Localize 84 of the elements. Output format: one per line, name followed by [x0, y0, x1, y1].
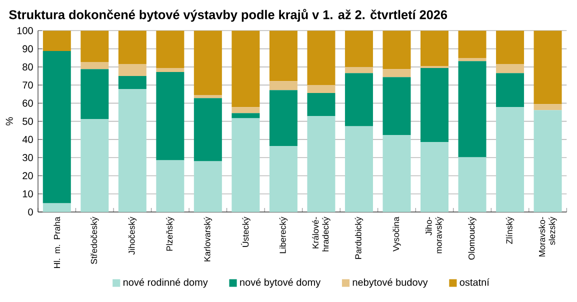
bar — [194, 95, 222, 98]
x-tick-label: Vysočina — [392, 216, 401, 252]
legend-label: nové rodinné domy — [124, 278, 208, 288]
x-tick-label: Králové-hradecký — [312, 216, 330, 252]
x-tick-label: Liberecký — [279, 216, 288, 254]
bar — [232, 30, 260, 108]
y-tick-label: 50 — [22, 118, 33, 125]
y-tick-label: 60 — [22, 100, 33, 107]
bar — [156, 72, 184, 160]
x-tick-label: Moravsko-slezský — [538, 216, 557, 256]
x-tick-label: Jihočeský — [128, 216, 137, 255]
bar — [307, 93, 336, 116]
bar — [496, 107, 524, 212]
y-axis-title: % — [6, 117, 13, 126]
bar — [344, 67, 373, 74]
bar — [307, 30, 336, 86]
bar — [80, 62, 109, 70]
x-tick-label: Olomoucký — [468, 216, 476, 260]
bar — [382, 135, 411, 212]
bar — [42, 30, 71, 51]
bar — [156, 68, 184, 72]
bar — [344, 126, 373, 212]
bar — [269, 90, 298, 146]
bar — [496, 64, 524, 74]
bar — [80, 69, 109, 120]
bar — [232, 118, 260, 212]
x-tick-label: Jiho-moravský — [425, 216, 444, 254]
bar — [80, 119, 109, 212]
y-tick-label: 10 — [22, 190, 33, 198]
bar — [307, 116, 336, 212]
x-tick-label: Hl. m. Praha — [54, 216, 60, 268]
bar — [232, 113, 260, 118]
bar — [382, 30, 411, 70]
y-tick-label: 0 — [28, 208, 33, 216]
bar — [420, 142, 448, 212]
bar — [194, 30, 222, 96]
bar — [269, 81, 298, 90]
y-tick-label: 20 — [22, 172, 33, 180]
bar — [118, 89, 146, 212]
bar — [80, 30, 109, 62]
bar — [458, 30, 486, 58]
x-tick-label: Karlovarský — [204, 216, 212, 262]
bar — [458, 61, 486, 158]
bar — [344, 73, 373, 126]
legend-label: nebytové budovy — [352, 278, 428, 288]
legend-label: nové bytové domy — [240, 278, 321, 288]
bar — [232, 107, 260, 114]
x-tick-label: Zlínský — [506, 216, 514, 244]
bar — [42, 50, 71, 204]
y-tick-label: 100 — [17, 27, 33, 34]
bar — [194, 98, 222, 162]
bar — [496, 73, 524, 108]
chart-title: Struktura dokončené bytové výstavby podle krajů v 1. až 2. čtvrtletí 2026 — [9, 8, 448, 22]
bar — [458, 157, 486, 212]
bar — [496, 30, 524, 64]
bar — [420, 68, 448, 142]
bar — [307, 85, 336, 94]
bar — [344, 30, 373, 68]
bar — [156, 30, 184, 68]
bar — [382, 69, 411, 78]
x-tick-label: Pardubický — [354, 216, 364, 259]
bar — [420, 30, 448, 66]
bar — [118, 30, 146, 64]
bar — [42, 203, 71, 212]
bar — [534, 30, 562, 104]
bar — [458, 58, 486, 62]
bar — [269, 146, 298, 212]
y-tick-label: 70 — [22, 82, 33, 89]
bar — [534, 104, 562, 110]
y-tick-label: 80 — [22, 63, 33, 70]
bar — [534, 110, 562, 212]
x-tick-label: Středočeský — [90, 216, 99, 264]
bar — [118, 76, 146, 90]
bar — [118, 64, 146, 76]
y-tick-label: 40 — [22, 136, 33, 144]
y-tick-label: 30 — [22, 154, 33, 162]
bar — [156, 160, 184, 212]
bar — [269, 30, 298, 82]
x-tick-label: Ústecký — [241, 216, 250, 247]
legend-label: ostatní — [460, 278, 490, 286]
bar — [382, 77, 411, 136]
x-tick-label: Plzeňský — [166, 216, 174, 251]
y-tick-label: 90 — [22, 45, 33, 52]
bar — [194, 161, 222, 212]
